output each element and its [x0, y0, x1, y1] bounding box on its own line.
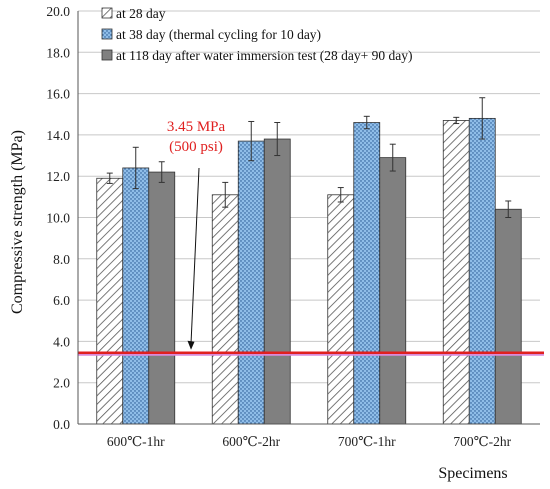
x-tick-label: 600℃-2hr: [222, 434, 280, 449]
y-tick-label: 16.0: [46, 87, 70, 102]
legend-swatch: [101, 28, 113, 40]
legend-swatch: [101, 7, 113, 19]
y-tick-label: 8.0: [53, 252, 70, 267]
y-tick-label: 4.0: [53, 334, 70, 349]
legend-label: at 118 day after water immersion test (2…: [116, 48, 413, 63]
bar: [379, 157, 407, 425]
bar: [353, 122, 381, 425]
y-tick-label: 12.0: [46, 169, 70, 184]
x-tick-label: 700℃-1hr: [338, 434, 396, 449]
x-tick-label: 700℃-2hr: [453, 434, 511, 449]
y-tick-label: 10.0: [46, 211, 70, 226]
bar: [148, 171, 176, 425]
bar: [327, 194, 355, 425]
bar: [442, 120, 470, 425]
bar: [468, 117, 496, 425]
bar: [211, 194, 239, 425]
bar: [237, 140, 265, 425]
legend: at 28 day at 38 day (thermal cycling for …: [101, 6, 413, 63]
legend-label: at 28 day: [116, 6, 166, 21]
bar: [494, 208, 522, 425]
axes: Compressive strength (MPa) Specimens 0.0…: [9, 4, 540, 482]
x-tick-label: 600℃-1hr: [107, 434, 165, 449]
y-tick-label: 18.0: [46, 45, 70, 60]
legend-swatch: [101, 49, 113, 61]
y-tick-label: 2.0: [53, 376, 70, 391]
y-tick-label: 20.0: [46, 4, 70, 19]
bar: [122, 167, 150, 425]
bars: [96, 97, 522, 425]
legend-label: at 38 day (thermal cycling for 10 day): [116, 27, 321, 42]
annotation-arrow: [190, 167, 200, 344]
y-tick-label: 6.0: [53, 293, 70, 308]
y-tick-label: 0.0: [53, 417, 70, 432]
bar: [263, 138, 291, 425]
reference-line-group: [78, 351, 544, 356]
annotation: 3.45 MPa (500 psi): [167, 119, 226, 350]
x-axis-title: Specimens: [438, 465, 507, 482]
annotation-arrowhead: [187, 340, 195, 350]
y-tick-label: 14.0: [46, 128, 70, 143]
bar: [96, 177, 124, 425]
y-axis-title: Compressive strength (MPa): [9, 130, 26, 314]
annotation-psi: (500 psi): [169, 139, 223, 155]
annotation-value: 3.45 MPa: [167, 119, 226, 135]
